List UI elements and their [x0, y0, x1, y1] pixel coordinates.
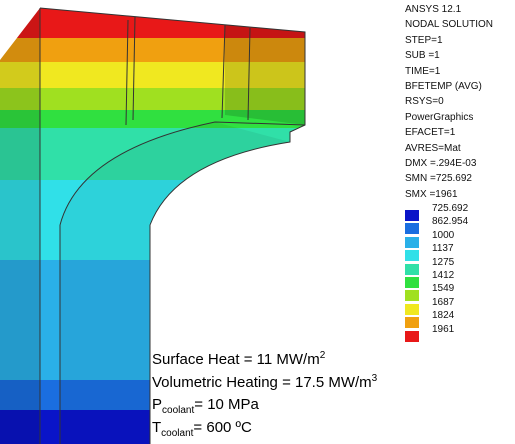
annotation-subscript: coolant — [161, 428, 193, 439]
annotation-tail: = 600 ºC — [193, 419, 251, 436]
legend-swatch — [405, 317, 419, 328]
annotation-superscript: 3 — [372, 373, 378, 384]
annotation-text: P — [152, 396, 162, 413]
annotation-text: Volumetric Heating = 17.5 MW/m — [152, 374, 372, 391]
legend-swatch — [405, 237, 419, 248]
legend-label: 1000 — [432, 230, 454, 241]
annotation: Pcoolant= 10 MPa — [152, 396, 259, 416]
header-line: ANSYS 12.1 — [405, 4, 461, 16]
legend-label: 1961 — [432, 324, 454, 335]
header-line: EFACET=1 — [405, 127, 455, 139]
legend-swatch — [405, 331, 419, 342]
header-line: TIME=1 — [405, 66, 440, 78]
legend-swatch — [405, 210, 419, 221]
legend-label: 1549 — [432, 283, 454, 294]
header-line: STEP=1 — [405, 35, 443, 47]
header-line: NODAL SOLUTION — [405, 19, 493, 31]
header-line: BFETEMP (AVG) — [405, 81, 482, 93]
header-line: SMN =725.692 — [405, 173, 472, 185]
legend-label: 1687 — [432, 297, 454, 308]
legend-swatch — [405, 264, 419, 275]
legend-label: 1824 — [432, 310, 454, 321]
annotation-tail: = 10 MPa — [194, 396, 259, 413]
legend-label: 725.692 — [432, 203, 468, 214]
annotation: Volumetric Heating = 17.5 MW/m3 — [152, 373, 377, 391]
legend-swatch — [405, 223, 419, 234]
legend-label: 1275 — [432, 257, 454, 268]
legend-label: 862.954 — [432, 216, 468, 227]
annotation-superscript: 2 — [320, 350, 326, 361]
screenshot: ANSYS 12.1 NODAL SOLUTION STEP=1 SUB =1 TIME… — [0, 0, 515, 444]
header-line: AVRES=Mat — [405, 143, 461, 155]
header-line: PowerGraphics — [405, 112, 473, 124]
header-line: SUB =1 — [405, 50, 440, 62]
annotation: Tcoolant= 600 ºC — [152, 419, 252, 439]
legend-swatch — [405, 290, 419, 301]
legend-swatch — [405, 304, 419, 315]
legend-swatch — [405, 250, 419, 261]
annotation-subscript: coolant — [162, 405, 194, 416]
header-line: SMX =1961 — [405, 189, 458, 201]
legend-swatch — [405, 277, 419, 288]
header-line: DMX =.294E-03 — [405, 158, 476, 170]
legend-label: 1137 — [432, 243, 454, 254]
annotation-text: Surface Heat = 11 MW/m — [152, 351, 320, 368]
header-line: RSYS=0 — [405, 96, 444, 108]
annotation: Surface Heat = 11 MW/m2 — [152, 350, 325, 368]
legend-label: 1412 — [432, 270, 454, 281]
annotation-text: T — [152, 419, 161, 436]
